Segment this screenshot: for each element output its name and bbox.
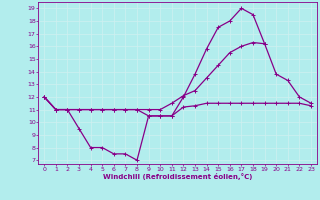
X-axis label: Windchill (Refroidissement éolien,°C): Windchill (Refroidissement éolien,°C) (103, 173, 252, 180)
